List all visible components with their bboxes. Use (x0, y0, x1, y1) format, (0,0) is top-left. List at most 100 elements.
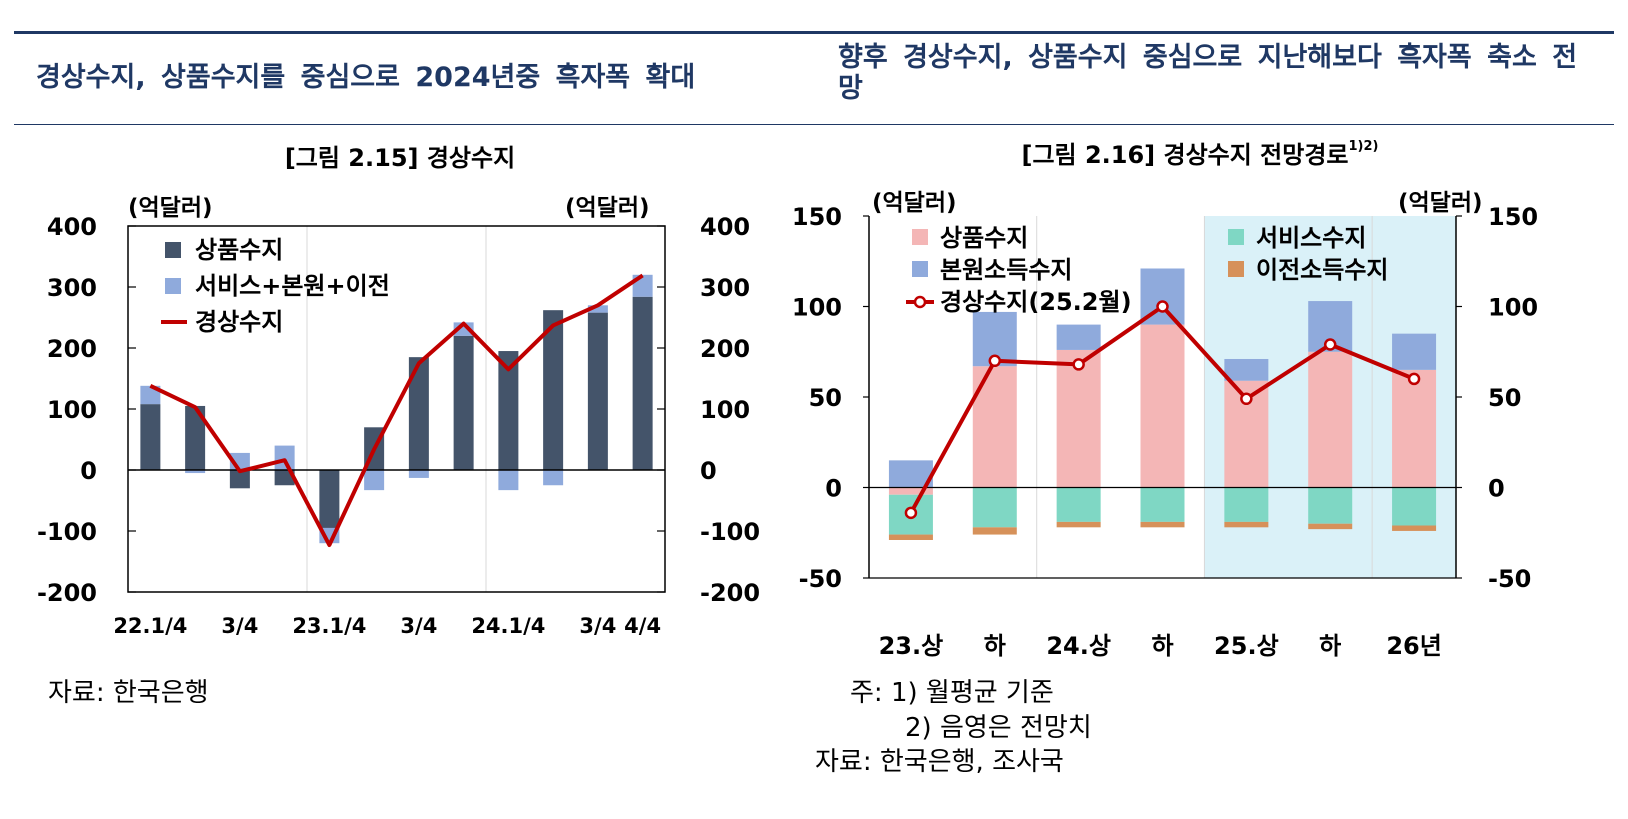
y-tick-label-left: 0 (825, 475, 842, 503)
x-tick-label: 4/4 (624, 614, 661, 638)
bar (453, 335, 474, 470)
legend-label: 이전소득수지 (1256, 256, 1388, 284)
y-tick-label-right: -100 (700, 518, 760, 546)
y-tick-label-left: 400 (47, 213, 97, 241)
x-tick-label: 23.1/4 (292, 614, 366, 638)
legend-swatch (1228, 229, 1244, 245)
line-marker (1323, 338, 1337, 351)
y-tick-label-right: 200 (700, 335, 750, 363)
bar (972, 527, 1017, 535)
y-tick-label-right: -50 (1488, 565, 1531, 593)
bar (1140, 521, 1185, 528)
bar (364, 470, 385, 491)
legend-label-goods: 상품수지 (195, 236, 283, 264)
bar (1056, 349, 1101, 488)
legend-swatch-other (165, 278, 181, 294)
legend-swatch (1228, 261, 1244, 277)
bar (1224, 358, 1269, 381)
figure2-note-1: 주: 1) 월평균 기준 (850, 678, 1054, 708)
y-tick-label-left: 0 (80, 457, 97, 485)
y-tick-label-right: 0 (700, 457, 717, 485)
line-marker (1072, 358, 1085, 371)
bar (888, 487, 933, 495)
legend-swatch-marker (913, 295, 927, 309)
bar (587, 305, 608, 313)
header-left: 경상수지, 상품수지를 중심으로 2024년중 흑자폭 확대 (36, 62, 696, 93)
x-tick-label: 22.1/4 (113, 614, 187, 638)
bar (1224, 487, 1269, 522)
y-axis-label-left: (억달러) (872, 190, 957, 216)
y-tick-label-left: 100 (47, 396, 97, 424)
x-tick-label: 24.상 (1046, 632, 1111, 660)
legend-label: 본원소득수지 (940, 256, 1072, 284)
line-marker (904, 506, 918, 520)
y-tick-label-left: 50 (809, 384, 842, 412)
line-marker (988, 354, 1002, 368)
legend-swatch-goods (165, 242, 181, 258)
bar (185, 470, 206, 474)
header-rule-bottom (14, 124, 1614, 125)
bar (888, 534, 933, 540)
y-tick-label-left: 200 (47, 335, 97, 363)
bar (972, 487, 1017, 528)
figure2-title-text: [그림 2.16] 경상수지 전망경로 (1021, 141, 1349, 169)
figure1-source: 자료: 한국은행 (48, 678, 209, 708)
bar (1392, 369, 1437, 488)
bar (1224, 521, 1269, 528)
bar (1056, 487, 1101, 522)
bar (274, 445, 295, 470)
series-line-current-account (149, 273, 644, 548)
bar (632, 296, 653, 470)
bar (1392, 525, 1437, 531)
figure2-note-2: 2) 음영은 전망치 (905, 713, 1092, 743)
y-axis-label-right: (억달러) (1398, 190, 1483, 216)
legend-swatch (912, 229, 928, 245)
header-rule-top (14, 31, 1614, 34)
x-tick-label: 25.상 (1214, 632, 1279, 660)
x-tick-label: 3/4 (579, 614, 616, 638)
y-axis-label-right: (억달러) (565, 195, 650, 221)
y-tick-label-right: 100 (700, 396, 750, 424)
y-tick-label-left: -100 (37, 518, 97, 546)
bar (543, 470, 564, 486)
figure1-title: [그림 2.15] 경상수지 (284, 144, 516, 172)
x-tick-label: 3/4 (400, 614, 437, 638)
x-tick-label: 하 (1151, 632, 1173, 660)
bar (498, 470, 519, 491)
bar (1308, 351, 1353, 488)
line-marker (1240, 392, 1253, 406)
bar (1056, 521, 1101, 528)
bar (1056, 324, 1101, 350)
bar (1392, 487, 1437, 526)
bar (543, 310, 564, 470)
header-right: 향후 경상수지, 상품수지 중심으로 지난해보다 흑자폭 축소 전망 (838, 42, 1578, 104)
legend-label-line: 경상수지 (195, 308, 283, 336)
line-marker (1407, 372, 1421, 386)
bar (498, 351, 519, 470)
legend-label: 상품수지 (940, 224, 1028, 252)
y-tick-label-right: 400 (700, 213, 750, 241)
bar (408, 357, 429, 470)
chart-current-account: 400 400 300 300 200 200 100 100 0 0 -100 -100 -200 -2… (37, 195, 760, 638)
bar (229, 470, 250, 489)
y-tick-label-right: 150 (1488, 203, 1538, 231)
bar (1392, 333, 1437, 370)
x-tick-label: 하 (1319, 632, 1341, 660)
bar (587, 312, 608, 470)
y-tick-label-right: 100 (1488, 294, 1538, 322)
y-tick-label-left: 100 (792, 294, 842, 322)
x-tick-label: 26년 (1386, 632, 1441, 660)
x-tick-label: 24.1/4 (471, 614, 545, 638)
legend-label-other: 서비스+본원+이전 (195, 272, 390, 300)
chart-current-account-outlook: 150 150 100 100 50 50 0 0 -50 -50 (억달러) (억달러) 23.상 하 2… (792, 190, 1538, 660)
legend-label-line: 경상수지(25.2월) (940, 288, 1132, 316)
figure2-source: 자료: 한국은행, 조사국 (815, 747, 1064, 777)
bar (1140, 324, 1185, 488)
figure2-title: [그림 2.16] 경상수지 전망경로1)2) (940, 135, 1460, 170)
figure2-title-sup: 1)2) (1348, 139, 1379, 154)
bar (185, 405, 206, 470)
y-tick-label-left: 300 (47, 274, 97, 302)
x-tick-label: 하 (984, 632, 1006, 660)
bar (1308, 523, 1353, 530)
y-tick-label-right: 0 (1488, 475, 1505, 503)
